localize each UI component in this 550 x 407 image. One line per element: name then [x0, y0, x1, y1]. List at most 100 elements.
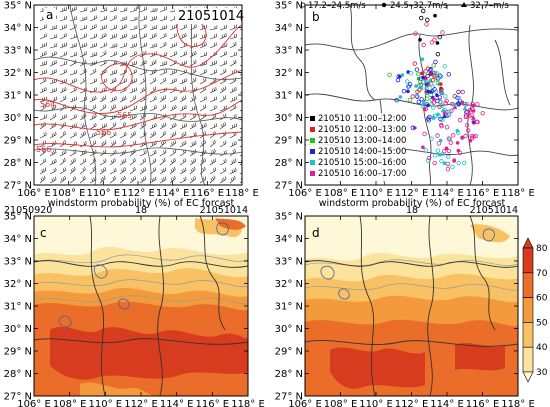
panel-a: 564 565 566 566 a 21051014 — [33, 4, 244, 186]
lon-tick-d-6: 118° E — [501, 399, 535, 407]
lon-tick-c-5: 116° E — [196, 399, 230, 407]
lat-tick-b-4: 31° N — [275, 91, 303, 102]
lat-tick-d-1: 34° N — [275, 234, 303, 245]
speed-legend: 17.2–24.5m/s 24.5–32.7m/s 32.7–m/s — [300, 1, 509, 11]
storm-points — [387, 8, 485, 172]
speed-legend-1: 17.2–24.5m/s — [308, 1, 366, 11]
lon-tick-a-5: 116° E — [191, 188, 225, 199]
lon-tick-a-0: 106° E — [17, 188, 51, 199]
colorbar-label-30: 30 — [536, 368, 548, 378]
colorbar-label-80: 80 — [536, 244, 548, 254]
time-legend-0: 210510 11:00–12:00 — [318, 114, 406, 124]
colorbar-label-70: 70 — [536, 269, 548, 279]
lat-tick-c-6: 29° N — [4, 347, 32, 358]
lat-tick-c-8: 27° N — [4, 392, 32, 403]
panel-b: b 17.2–24.5m/s 24.5–32.7m/s 32.7–m/s 210… — [300, 1, 519, 186]
panel-d: d 18 21051014 windstorm probability (%) … — [304, 198, 519, 397]
panel-a-borders — [34, 5, 242, 185]
lon-tick-a-3: 112° E — [121, 188, 155, 199]
lon-tick-c-2: 110° E — [89, 399, 123, 407]
panel-c-label: c — [40, 226, 47, 240]
time-legend-swatch-1 — [310, 127, 315, 132]
colorbar-label-40: 40 — [536, 343, 548, 353]
lat-tick-a-1: 34° N — [4, 23, 32, 34]
lat-tick-b-8: 27° N — [275, 181, 303, 192]
lat-tick-d-7: 28° N — [275, 369, 303, 380]
lat-tick-a-2: 33° N — [4, 46, 32, 57]
lat-tick-a-0: 35° N — [4, 1, 32, 12]
lat-tick-a-6: 29° N — [4, 136, 32, 147]
lat-tick-c-1: 34° N — [4, 234, 32, 245]
speed-legend-2: 24.5–32.7m/s — [390, 1, 448, 11]
lon-tick-b-3: 112° E — [395, 188, 429, 199]
lon-tick-c-0: 106° E — [17, 399, 51, 407]
lon-tick-b-0: 106° E — [288, 188, 322, 199]
panel-c-left-date: 21050920 — [4, 205, 52, 216]
time-legend-4: 210510 15:00–16:00 — [318, 158, 406, 168]
colorbar: 80 70 60 50 40 30 — [522, 237, 548, 383]
lon-tick-d-2: 110° E — [359, 399, 393, 407]
panel-c-mid: 18 — [135, 205, 147, 216]
lon-tick-d-3: 112° E — [395, 399, 429, 407]
time-legend-3: 210510 14:00–15:00 — [318, 147, 406, 157]
panel-d-mid: 18 — [406, 205, 418, 216]
time-legend-swatch-2 — [310, 138, 315, 143]
lat-tick-d-4: 31° N — [275, 302, 303, 313]
colorbar-bin-3 — [522, 322, 534, 348]
lat-tick-c-0: 35° N — [4, 212, 32, 223]
lon-tick-d-4: 114° E — [430, 399, 464, 407]
panel-c-title: windstorm probability (%) of EC forcast — [48, 198, 235, 209]
panel-d-fields — [305, 216, 518, 396]
panel-d-title: windstorm probability (%) of EC forcast — [319, 198, 506, 209]
panel-a-contours — [34, 18, 242, 148]
lat-tick-b-7: 28° N — [275, 158, 303, 169]
lon-tick-b-1: 108° E — [324, 188, 358, 199]
lat-tick-c-7: 28° N — [4, 369, 32, 380]
contour-label-566a: 566 — [96, 128, 111, 137]
lon-tick-c-6: 118° E — [231, 399, 265, 407]
contour-label-564: 564 — [40, 100, 55, 109]
time-legend-swatch-0 — [310, 116, 315, 121]
panel-b-borders — [305, 5, 518, 185]
panel-a-label: a — [46, 8, 53, 22]
time-legend-swatch-4 — [310, 160, 315, 165]
lat-tick-b-3: 32° N — [275, 68, 303, 79]
panel-a-date: 21051014 — [178, 9, 244, 24]
time-legend-swatch-3 — [310, 149, 315, 154]
lon-tick-b-5: 116° E — [466, 188, 500, 199]
lat-tick-c-2: 33° N — [4, 257, 32, 268]
wind-barbs — [39, 6, 242, 184]
lon-tick-b-6: 118° E — [501, 188, 535, 199]
lat-tick-d-8: 27° N — [275, 392, 303, 403]
lon-tick-a-1: 108° E — [52, 188, 86, 199]
lat-tick-d-0: 35° N — [275, 212, 303, 223]
lat-tick-c-3: 32° N — [4, 279, 32, 290]
panel-c: c 21050920 18 21051014 windstorm probabi… — [4, 198, 249, 397]
lat-tick-d-3: 32° N — [275, 279, 303, 290]
lat-tick-d-5: 30° N — [275, 324, 303, 335]
lat-tick-a-5: 30° N — [4, 113, 32, 124]
lat-tick-b-6: 29° N — [275, 136, 303, 147]
lon-tick-a-2: 110° E — [87, 188, 121, 199]
lat-tick-b-5: 30° N — [275, 113, 303, 124]
contour-label-566b: 566 — [36, 145, 51, 154]
lat-tick-b-1: 34° N — [275, 23, 303, 34]
lat-tick-b-2: 33° N — [275, 46, 303, 57]
colorbar-bin-0 — [522, 247, 534, 274]
time-legend-5: 210510 16:00–17:00 — [318, 169, 406, 179]
lat-tick-d-2: 33° N — [275, 257, 303, 268]
colorbar-bin-1 — [522, 272, 534, 298]
lat-tick-b-0: 35° N — [275, 1, 303, 12]
colorbar-bin-4 — [522, 346, 534, 373]
axes: 106° E 108° E 110° E 112° E 114° E 116° E 118°… — [4, 1, 535, 407]
panel-c-right-date: 21051014 — [200, 205, 248, 216]
panel-c-fields — [34, 216, 248, 396]
lon-tick-d-5: 116° E — [466, 399, 500, 407]
lon-tick-d-1: 108° E — [324, 399, 358, 407]
lat-tick-d-6: 29° N — [275, 347, 303, 358]
lon-tick-c-3: 112° E — [124, 399, 158, 407]
lat-tick-a-7: 28° N — [4, 158, 32, 169]
lon-tick-a-6: 118° E — [225, 188, 259, 199]
